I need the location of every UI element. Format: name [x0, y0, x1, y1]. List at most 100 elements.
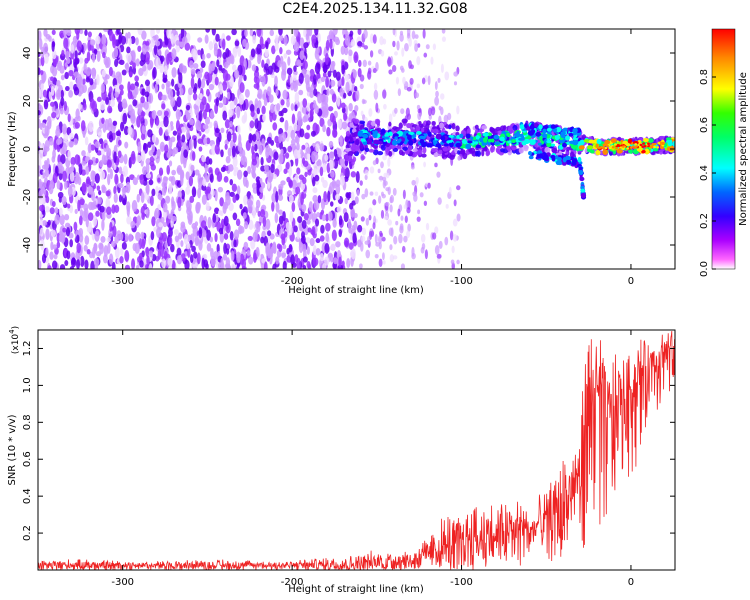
spectrogram-cell [163, 65, 168, 76]
spectrogram-cell [354, 55, 358, 61]
spectrogram-cell [401, 245, 406, 253]
spectrogram-cell [332, 218, 337, 228]
spectrogram-cell [85, 216, 89, 228]
spectrogram-cell [357, 29, 362, 36]
spectrogram-cell [268, 94, 274, 103]
spectrogram-cell [659, 135, 665, 141]
spectrogram-cell [39, 227, 44, 237]
spectrogram-cell [401, 47, 405, 57]
spectrogram-cell [382, 260, 386, 265]
spectrogram-cell [298, 72, 304, 85]
spectrogram-cell [315, 238, 321, 244]
spectrogram-cell [424, 249, 428, 260]
spectrogram-cell [49, 207, 55, 215]
spectrogram-cell [278, 209, 284, 215]
spectrogram-cell [204, 116, 210, 125]
snr-scale-note: (x104) [8, 326, 21, 354]
spectrogram-cell [202, 178, 207, 187]
spectrogram-cell [170, 136, 176, 143]
y-tick-label: -20 [22, 189, 33, 205]
spectrogram-cell [262, 113, 267, 122]
spectrogram-cell [278, 35, 284, 41]
spectrogram-cell [171, 48, 177, 60]
spectrogram-cell [273, 151, 279, 161]
spectrogram-cell [39, 88, 45, 99]
spectrogram-cell [255, 220, 260, 230]
spectrogram-cell [101, 34, 107, 45]
spectrogram-cell [621, 145, 625, 148]
spectrogram-cell [150, 231, 155, 241]
spectrogram-cell [272, 263, 277, 269]
spectrogram-cell [274, 65, 280, 73]
spectrogram-cell [99, 205, 105, 213]
spectrogram-cell [421, 242, 426, 250]
spectrogram-cell [127, 104, 133, 116]
spectrogram-cell [641, 149, 646, 154]
spectrogram-cell [392, 29, 396, 36]
spectrogram-cell [106, 206, 112, 216]
spectrogram-cell [259, 36, 264, 48]
spectrogram-cell [114, 173, 119, 185]
spectrogram-cell [114, 235, 119, 244]
spectrogram-cell [160, 108, 165, 120]
spectrogram-cell [56, 125, 60, 131]
spectrogram-cell [332, 29, 338, 36]
spectrogram-cell [539, 135, 543, 142]
spectrogram-cell [170, 96, 176, 108]
spectrogram-cell [221, 80, 228, 91]
spectrogram-cell [200, 220, 207, 229]
spectrogram-cell [266, 136, 272, 144]
spectrogram-cell [374, 233, 378, 244]
spectrogram-cell [126, 52, 132, 63]
spectrogram-cell [596, 138, 602, 145]
spectrogram-cell [176, 89, 180, 97]
spectrogram-cell [628, 149, 633, 154]
spectrogram-cell [96, 96, 102, 103]
spectrogram-cell [641, 145, 645, 148]
spectrogram-cell [374, 253, 379, 259]
spectrogram-cell [430, 106, 436, 116]
spectrogram-cell [562, 156, 567, 163]
spectrogram-cell [230, 55, 235, 65]
spectrogram-cell [338, 215, 343, 226]
spectrogram-cell [45, 248, 49, 257]
spectrogram-cell [38, 204, 45, 212]
spectrogram-cell [311, 150, 316, 163]
spectrogram-cell [276, 103, 281, 112]
spectrogram-cell [313, 88, 318, 97]
spectrogram-cell [426, 120, 431, 126]
spectrogram-cell [68, 166, 73, 174]
spectrogram-cell [469, 147, 476, 154]
spectrogram-cell [300, 193, 304, 206]
spectrogram-cell [236, 251, 241, 264]
spectrogram-cell [320, 209, 325, 215]
spectrogram-cell [183, 156, 187, 169]
spectrogram-cell [217, 186, 224, 193]
colorbar: 0.00.20.40.60.8 Normalized spectral ampl… [699, 28, 749, 277]
spectrogram-cell [423, 52, 428, 58]
spectrogram-cell [231, 183, 238, 192]
spectrogram-cell [76, 30, 80, 40]
spectrogram-cell [383, 180, 388, 186]
spectrogram-cell [73, 61, 77, 69]
spectrogram-cell [85, 165, 90, 175]
spectrogram-cell [302, 160, 309, 167]
spectrogram-cell [229, 230, 234, 241]
spectrogram-cell [475, 144, 482, 149]
spectrogram-cell [128, 71, 133, 78]
spectrogram-cell [234, 40, 240, 47]
spectrogram-cell [372, 199, 377, 206]
spectrogram-cell [116, 29, 121, 35]
spectrogram-cell [186, 200, 191, 211]
spectrogram-cell [229, 101, 235, 111]
spectrogram-cell [368, 149, 375, 153]
spectrogram-cell [439, 122, 445, 129]
spectrogram-cell [60, 89, 64, 99]
spectrogram-cell [434, 81, 438, 91]
spectrogram-cell [201, 194, 207, 205]
spectrogram-cell [256, 120, 262, 132]
spectrogram-cell [306, 124, 311, 131]
spectrogram-cell [90, 67, 97, 77]
spectrogram-cell [333, 36, 340, 43]
spectrogram-cell [234, 69, 240, 79]
